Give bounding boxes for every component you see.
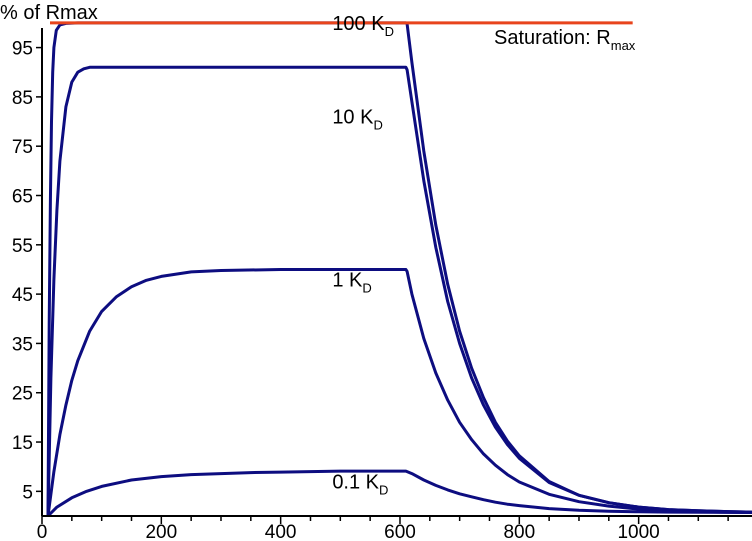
x-tick-label: 1000 — [617, 522, 659, 541]
x-tick-label: 0 — [37, 522, 48, 541]
series-label-0: 100 KD — [332, 13, 394, 39]
y-axis-title: % of Rmax — [0, 2, 98, 24]
x-tick-label: 200 — [145, 522, 177, 541]
y-tick-label: 45 — [12, 285, 33, 306]
y-tick-label: 35 — [12, 334, 33, 355]
series-line-3 — [46, 469, 752, 518]
x-tick-label: 800 — [503, 522, 535, 541]
y-tick-label: 85 — [12, 88, 33, 109]
series-line-2 — [46, 268, 752, 517]
saturation-label: Saturation: Rmax — [494, 27, 636, 53]
y-tick-label: 15 — [12, 433, 33, 454]
series-label-1: 10 KD — [332, 107, 383, 133]
series-label-3: 0.1 KD — [332, 471, 388, 497]
axes-layer: 0 200 400 600 800 1000 5 15 25 35 45 55 65 75 85 95 — [12, 28, 752, 541]
x-tick-label: 400 — [265, 522, 297, 541]
y-tick-label: 55 — [12, 236, 33, 257]
series-line-1 — [46, 65, 752, 517]
y-tick-label: 75 — [12, 137, 33, 158]
y-tick-label: 95 — [12, 39, 33, 60]
x-tick-label: 600 — [384, 522, 416, 541]
labels-layer: 100 KD 10 KD 1 KD 0.1 KD Saturation: Rmax — [332, 13, 635, 498]
series-label-2: 1 KD — [332, 269, 371, 295]
y-tick-label: 5 — [22, 482, 33, 503]
y-tick-label: 25 — [12, 384, 33, 405]
curves-layer — [46, 21, 752, 518]
y-tick-label: 65 — [12, 187, 33, 208]
